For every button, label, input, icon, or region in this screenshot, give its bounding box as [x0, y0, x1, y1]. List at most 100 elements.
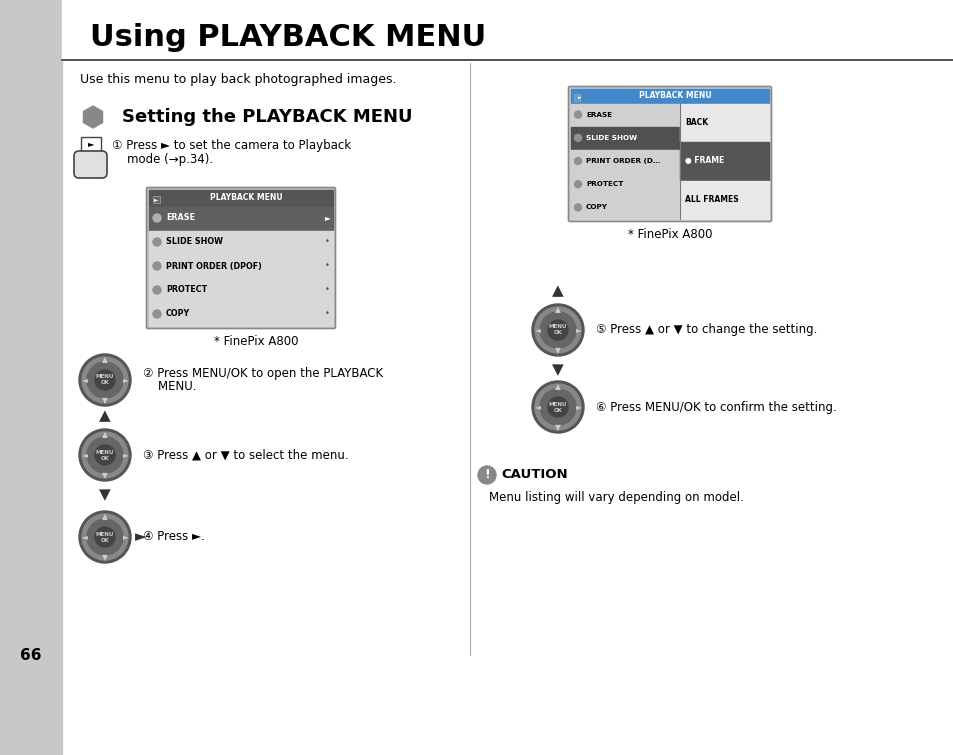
Bar [149, 190, 333, 206]
Text: PLAYBACK MENU: PLAYBACK MENU [210, 193, 282, 202]
Bar [152, 196, 160, 203]
FancyBboxPatch shape [147, 187, 335, 328]
Text: MENU: MENU [548, 325, 567, 329]
Circle shape [152, 214, 161, 222]
Text: ◄: ◄ [81, 375, 88, 384]
Circle shape [574, 111, 581, 118]
Text: ▼: ▼ [102, 471, 108, 480]
Text: ▲: ▲ [555, 382, 560, 391]
Circle shape [82, 514, 128, 560]
Bar [679, 142, 768, 180]
Text: MENU: MENU [95, 374, 114, 380]
Circle shape [574, 134, 581, 141]
Bar [81, 137, 101, 151]
Text: MENU.: MENU. [143, 381, 196, 393]
Text: ③ Press ▲ or ▼ to select the menu.: ③ Press ▲ or ▼ to select the menu. [143, 448, 348, 461]
Bar [149, 207, 333, 230]
Circle shape [539, 312, 576, 348]
Text: MENU: MENU [548, 402, 567, 406]
Text: ►: ► [154, 197, 158, 202]
Text: ►: ► [122, 532, 129, 541]
Text: ④ Press ►.: ④ Press ►. [143, 531, 205, 544]
Circle shape [87, 437, 123, 473]
Bar [571, 89, 768, 103]
Text: BACK: BACK [684, 118, 707, 127]
Text: Use this menu to play back photographed images.: Use this menu to play back photographed … [80, 72, 396, 85]
Circle shape [95, 527, 115, 547]
Text: ① Press ► to set the camera to Playback: ① Press ► to set the camera to Playback [112, 140, 351, 153]
Circle shape [547, 320, 567, 340]
Text: •: • [324, 261, 329, 270]
Circle shape [532, 381, 583, 433]
Text: ◄: ◄ [81, 451, 88, 460]
Text: •: • [324, 310, 329, 319]
Text: ►: ► [325, 214, 331, 223]
Text: ▲: ▲ [555, 305, 560, 314]
Text: ►: ► [135, 529, 147, 544]
Text: PLAYBACK MENU: PLAYBACK MENU [638, 91, 711, 100]
Text: ▲: ▲ [102, 355, 108, 364]
FancyBboxPatch shape [568, 87, 771, 221]
Circle shape [152, 262, 161, 270]
Circle shape [535, 384, 580, 430]
Text: ⑥ Press MENU/OK to confirm the setting.: ⑥ Press MENU/OK to confirm the setting. [596, 400, 836, 414]
Text: ▲: ▲ [552, 283, 563, 298]
Text: Using PLAYBACK MENU: Using PLAYBACK MENU [90, 23, 486, 51]
Circle shape [95, 370, 115, 390]
Bar [62, 0, 953, 60]
Text: ◄: ◄ [534, 325, 539, 334]
Text: OK: OK [100, 381, 110, 386]
Text: ►: ► [575, 402, 580, 411]
Text: ▼: ▼ [555, 346, 560, 355]
Bar [149, 303, 333, 325]
Circle shape [574, 180, 581, 188]
Text: * FinePix A800: * FinePix A800 [627, 228, 712, 241]
Bar [149, 254, 333, 278]
Text: PROTECT: PROTECT [585, 181, 622, 187]
Text: PROTECT: PROTECT [166, 285, 207, 294]
Text: ● FRAME: ● FRAME [684, 156, 723, 165]
Text: mode (→p.34).: mode (→p.34). [112, 153, 213, 165]
Text: COPY: COPY [585, 205, 607, 211]
Text: ⑤ Press ▲ or ▼ to change the setting.: ⑤ Press ▲ or ▼ to change the setting. [596, 323, 817, 337]
Text: ▲: ▲ [102, 430, 108, 439]
Text: OK: OK [100, 455, 110, 461]
Circle shape [79, 511, 131, 563]
Text: Setting the PLAYBACK MENU: Setting the PLAYBACK MENU [122, 108, 412, 126]
Circle shape [574, 158, 581, 165]
Text: •: • [324, 285, 329, 294]
Text: ▼: ▼ [555, 423, 560, 432]
Bar [679, 181, 768, 218]
Circle shape [79, 429, 131, 481]
Text: 66: 66 [20, 648, 42, 662]
Text: ▼: ▼ [102, 553, 108, 562]
Text: Menu listing will vary depending on model.: Menu listing will vary depending on mode… [489, 491, 743, 504]
Text: ERASE: ERASE [585, 112, 612, 118]
Text: ALL FRAMES: ALL FRAMES [684, 195, 738, 204]
Text: MENU: MENU [95, 449, 114, 455]
Circle shape [532, 304, 583, 356]
Text: ►: ► [578, 95, 581, 100]
Text: PRINT ORDER (DPOF): PRINT ORDER (DPOF) [166, 261, 262, 270]
Text: ◄: ◄ [81, 532, 88, 541]
Text: ▼: ▼ [99, 487, 111, 502]
Text: CAUTION: CAUTION [500, 467, 567, 480]
Text: PRINT ORDER (D…: PRINT ORDER (D… [585, 158, 659, 164]
Text: ►: ► [122, 375, 129, 384]
Bar [571, 150, 679, 172]
Bar [0, 0, 62, 755]
Circle shape [477, 466, 496, 484]
Bar [679, 103, 768, 141]
Text: OK: OK [553, 331, 562, 335]
Circle shape [82, 357, 128, 403]
Circle shape [79, 354, 131, 406]
Circle shape [152, 310, 161, 318]
Text: ►: ► [122, 451, 129, 460]
Bar [571, 173, 679, 196]
Bar [571, 196, 679, 218]
Circle shape [539, 389, 576, 425]
Circle shape [547, 397, 567, 417]
Circle shape [152, 238, 161, 246]
Text: ERASE: ERASE [166, 214, 194, 223]
Text: ▼: ▼ [552, 362, 563, 377]
